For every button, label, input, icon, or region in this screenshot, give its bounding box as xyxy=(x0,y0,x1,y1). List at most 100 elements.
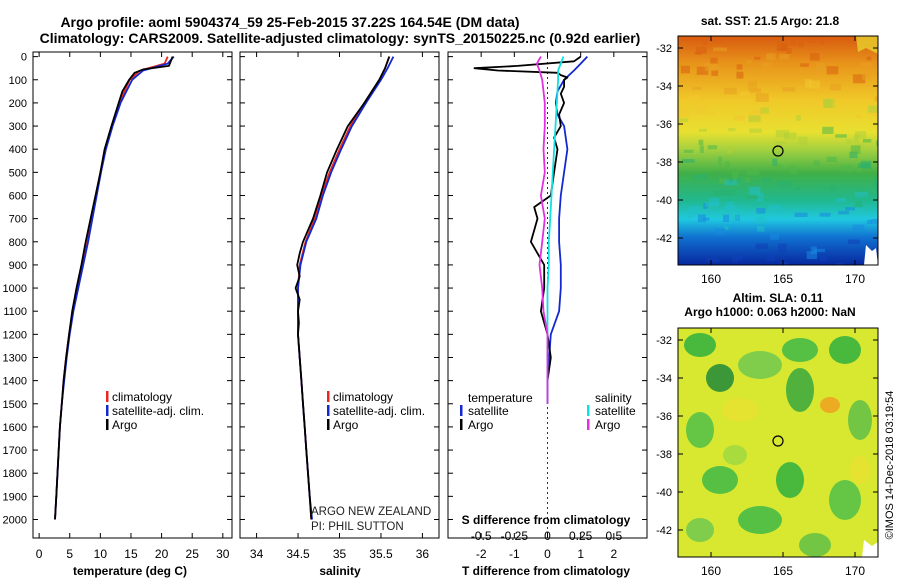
sst-texture-cell xyxy=(755,243,768,249)
sst-texture-cell xyxy=(736,253,742,259)
legend-swatch-satellite xyxy=(106,405,109,416)
sst-texture-cell xyxy=(679,118,688,122)
sst-texture-cell xyxy=(689,94,699,101)
sst-texture-cell xyxy=(699,128,707,132)
sst-texture-cell xyxy=(693,174,708,180)
depth-tick-label: 1700 xyxy=(3,445,27,457)
sla-blob xyxy=(786,368,814,412)
sst-texture-cell xyxy=(805,97,811,106)
legend-heading-salinity: salinity xyxy=(595,391,632,405)
sst-texture-cell xyxy=(819,256,828,262)
depth-tick-label: 900 xyxy=(9,260,27,272)
sst-texture-cell xyxy=(845,139,853,144)
x-tick-label: 2 xyxy=(610,547,617,561)
salinity-panel: 34 34.5 35 35.5 36 xyxy=(240,52,439,561)
sst-texture-cell xyxy=(808,37,815,43)
x-tick-label: 10 xyxy=(94,547,108,561)
sst-texture-cell xyxy=(748,186,761,196)
lon-tick-label: 160 xyxy=(701,564,721,578)
sst-texture-cell xyxy=(838,210,850,215)
sst-texture-cell xyxy=(754,217,767,224)
depth-tick-label: 1800 xyxy=(3,468,27,480)
sst-texture-cell xyxy=(703,217,710,221)
sst-texture-cell xyxy=(696,46,707,54)
sla-blob xyxy=(848,400,872,440)
sst-texture-cell xyxy=(770,234,780,240)
sla-blob xyxy=(706,364,734,392)
sst-texture-cell xyxy=(760,107,770,114)
sst-texture-cell xyxy=(748,115,761,123)
sst-texture-cell xyxy=(736,64,743,70)
depth-tick-label: 1100 xyxy=(3,306,27,318)
sst-texture-cell xyxy=(724,87,737,95)
sst-texture-cell xyxy=(819,212,831,217)
legend-swatch-t-argo xyxy=(460,419,463,430)
x-tick-label: 1 xyxy=(577,547,584,561)
sst-texture-cell xyxy=(819,39,825,45)
lat-tick-label: -36 xyxy=(656,119,672,131)
sst-texture-cell xyxy=(823,98,832,108)
sst-texture-cell xyxy=(766,254,775,262)
sst-texture-cell xyxy=(705,208,711,213)
depth-tick-label: 1300 xyxy=(3,352,27,364)
annotation-pi: PI: PHIL SUTTON xyxy=(311,521,404,533)
sst-texture-cell xyxy=(718,156,723,166)
sst-texture-cell xyxy=(783,132,797,140)
sst-texture-cell xyxy=(786,48,792,54)
sst-land xyxy=(864,245,878,265)
depth-axis: 0 100 200 300 400 500 600 700 800 900 1000 1100 1200… xyxy=(3,52,27,527)
sst-texture-cell xyxy=(734,36,746,41)
temperature-panel-frame xyxy=(32,51,233,539)
sst-texture-cell xyxy=(876,186,878,191)
sst-texture-cell xyxy=(695,105,707,115)
title-line-2: Climatology: CARS2009. Satellite-adjuste… xyxy=(40,30,641,46)
sst-texture-cell xyxy=(697,214,706,223)
p1-argo-line xyxy=(54,56,174,520)
legend-swatch-s-argo xyxy=(587,419,590,430)
sst-texture-cell xyxy=(733,115,746,121)
sst-texture-cell xyxy=(852,224,865,231)
sst-texture-cell xyxy=(778,180,792,188)
top-x-tick-label: 0 xyxy=(544,529,551,543)
sst-texture-cell xyxy=(754,56,761,60)
sla-blob xyxy=(782,338,818,362)
sst-texture-cell xyxy=(732,256,739,262)
sla-blob xyxy=(686,412,714,448)
sst-texture-cell xyxy=(850,145,861,154)
sla-blob xyxy=(686,518,714,542)
sst-texture-cell xyxy=(809,53,820,61)
p2-satellite-adj-clim--line xyxy=(297,56,395,520)
x-tick-label: 35.5 xyxy=(369,547,393,561)
lon-tick-label: 165 xyxy=(773,564,793,578)
sla-map-title-2: Argo h1000: 0.063 h2000: NaN xyxy=(684,305,855,319)
top-x-tick-label: -0.25 xyxy=(501,529,529,543)
sst-texture-cell xyxy=(732,171,739,180)
lat-tick-label: -32 xyxy=(656,43,672,55)
sst-map-frame xyxy=(677,35,879,266)
sst-texture-cell xyxy=(696,66,709,75)
sst-texture-cell xyxy=(702,39,708,46)
lon-tick-label: 160 xyxy=(701,272,721,286)
sst-texture-cell xyxy=(835,263,845,265)
sst-texture-cell xyxy=(724,226,729,230)
sst-texture-cell xyxy=(795,187,801,191)
sst-texture-cell xyxy=(728,214,739,221)
temperature-panel: 0 5 10 15 20 25 30 xyxy=(33,52,232,561)
sst-texture-cell xyxy=(867,219,873,225)
sst-texture-cell xyxy=(871,218,878,224)
lon-tick-label: 170 xyxy=(845,272,865,286)
lat-tick-label: -42 xyxy=(656,525,672,537)
sst-texture-cell xyxy=(853,134,859,143)
x-tick-label: 25 xyxy=(186,547,200,561)
lat-tick-label: -34 xyxy=(656,81,672,93)
sst-texture-cell xyxy=(768,205,782,213)
top-x-tick-label: -0.5 xyxy=(471,529,492,543)
sst-texture-cell xyxy=(777,42,789,50)
sst-texture-cell xyxy=(830,83,842,91)
sst-texture-cell xyxy=(707,258,720,263)
sst-texture-cell xyxy=(813,248,825,252)
legend-label-s-argo: Argo xyxy=(595,418,621,432)
credit-text: ©IMOS 14-Dec-2018 03:19:54 xyxy=(884,391,896,540)
sst-texture-cell xyxy=(714,228,726,235)
sst-float-marker xyxy=(772,145,784,157)
